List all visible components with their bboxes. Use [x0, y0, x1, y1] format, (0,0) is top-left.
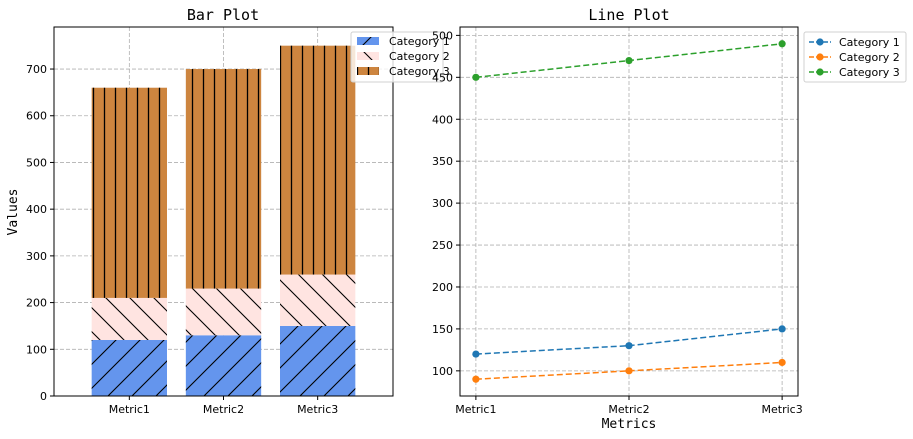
line-point-category-2-metric3	[778, 358, 786, 367]
bar-legend-swatch-hatch-category-2	[357, 52, 379, 60]
line-y-tick-label: 100	[432, 365, 453, 378]
bar-legend-swatch-hatch-category-3	[357, 67, 379, 75]
bar-x-tick-label: Metric3	[297, 403, 338, 416]
line-plot-grid	[460, 27, 798, 396]
bar-y-tick-label: 0	[40, 390, 47, 403]
line-legend-marker-category-1	[816, 38, 824, 46]
line-point-category-3-metric2	[625, 56, 633, 65]
line-legend-marker-category-3	[816, 68, 824, 76]
bar-hatch-category-3-metric1	[91, 87, 167, 298]
line-plot-y-ticks: 100 150 200 250 300 350 400 450 500	[432, 29, 460, 378]
bar-hatch-category-3-metric3	[280, 45, 356, 275]
line-plot-x-ticks: Metric1 Metric2 Metric3	[455, 396, 803, 416]
bar-y-tick-label: 200	[26, 297, 47, 310]
bar-plot-panel: Bar Plot Values 0 100 200 300 400 500 600 700 M…	[6, 6, 450, 416]
line-legend-label: Category 2	[839, 51, 900, 64]
line-x-tick-label: Metric1	[455, 403, 496, 416]
line-y-tick-label: 300	[432, 197, 453, 210]
bar-plot-bars	[91, 45, 356, 396]
bar-y-tick-label: 400	[26, 203, 47, 216]
line-point-category-3-metric3	[778, 40, 786, 48]
bar-plot-y-axis-label: Values	[6, 189, 21, 236]
line-legend-box	[803, 31, 907, 83]
line-plot-legend: Category 1 Category 2 Category 3	[803, 31, 907, 83]
bar-x-tick-label: Metric2	[203, 403, 244, 416]
line-x-tick-label: Metric2	[608, 403, 649, 416]
bar-hatch-category-2-metric3	[280, 274, 356, 326]
line-point-category-2-metric1	[472, 375, 480, 383]
line-plot-title: Line Plot	[588, 6, 669, 24]
bar-hatch-category-1-metric2	[185, 335, 262, 396]
line-y-tick-label: 150	[432, 323, 453, 336]
bar-hatch-category-1-metric3	[280, 325, 356, 396]
bar-legend-label: Category 2	[389, 50, 450, 63]
bar-y-tick-label: 100	[26, 343, 47, 356]
bar-hatch-category-3-metric2	[185, 69, 262, 289]
line-point-category-1-metric1	[472, 350, 480, 358]
line-y-tick-label: 250	[432, 239, 453, 252]
line-y-tick-label: 500	[432, 29, 453, 42]
bar-legend-swatch-hatch-category-1	[357, 37, 379, 45]
line-legend-marker-category-2	[816, 53, 824, 61]
line-x-tick-label: Metric3	[762, 403, 803, 416]
line-legend-label: Category 1	[839, 36, 900, 49]
line-point-category-2-metric2	[625, 367, 633, 375]
bar-hatch-category-2-metric2	[185, 288, 262, 336]
bar-y-tick-label: 600	[26, 110, 47, 123]
bar-y-tick-label: 700	[26, 63, 47, 76]
line-y-tick-label: 200	[432, 281, 453, 294]
line-legend-label: Category 3	[839, 66, 900, 79]
bar-y-tick-label: 500	[26, 156, 47, 169]
bar-plot-title: Bar Plot	[187, 6, 259, 24]
bar-legend-label: Category 3	[389, 65, 450, 78]
line-y-tick-label: 350	[432, 155, 453, 168]
line-plot-panel: Line Plot Metrics 100 150 200 250 300 350 400 4…	[432, 6, 907, 432]
bar-x-tick-label: Metric1	[109, 403, 150, 416]
line-point-category-1-metric2	[625, 342, 633, 350]
bar-plot-x-ticks: Metric1 Metric2 Metric3	[109, 396, 338, 416]
bar-y-tick-label: 300	[26, 250, 47, 263]
line-y-tick-label: 450	[432, 71, 453, 84]
line-plot-x-axis-label: Metrics	[602, 417, 657, 432]
bar-legend-label: Category 1	[389, 35, 450, 48]
line-plot-lines	[472, 40, 786, 383]
bar-plot-y-ticks: 0 100 200 300 400 500 600 700	[26, 63, 54, 403]
line-point-category-3-metric1	[472, 73, 480, 81]
bar-plot-legend: Category 1 Category 2 Category 3	[350, 31, 450, 83]
line-y-tick-label: 400	[432, 113, 453, 126]
bar-hatch-category-1-metric1	[91, 339, 167, 396]
bar-hatch-category-2-metric1	[91, 297, 167, 340]
line-point-category-1-metric3	[778, 325, 786, 333]
